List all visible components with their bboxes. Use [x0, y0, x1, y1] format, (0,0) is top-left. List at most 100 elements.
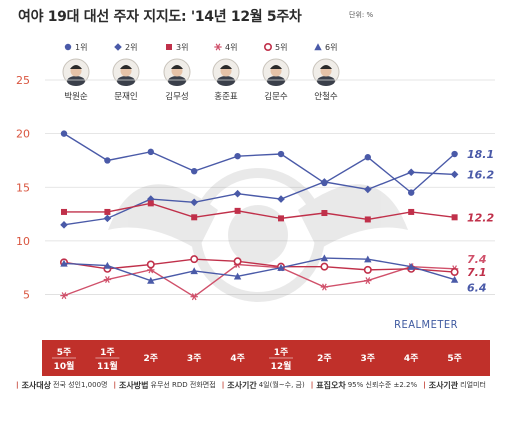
data-point	[408, 189, 415, 196]
candidate-avatar-body	[317, 76, 335, 86]
data-point	[450, 275, 459, 283]
data-point	[190, 267, 198, 275]
x-tick-label: 11월	[97, 360, 118, 372]
data-point	[60, 292, 68, 300]
x-tick-label: 5주	[447, 353, 462, 364]
series-line	[63, 257, 455, 282]
series-line	[63, 263, 455, 298]
x-tick-label: 4주	[230, 353, 245, 364]
data-point	[104, 157, 111, 164]
legend-marker	[314, 43, 322, 51]
data-point	[234, 207, 241, 214]
data-point	[364, 277, 372, 285]
data-point	[190, 293, 198, 301]
data-point	[233, 257, 242, 266]
data-point	[450, 170, 459, 179]
survey-footer: | 조사대상 전국 성인1,000명 | 조사방법 유무선 RDD 전화면접 | 조사기간…	[16, 374, 496, 396]
series-line	[63, 133, 456, 194]
data-point	[233, 189, 242, 198]
data-point	[233, 272, 242, 280]
x-tick-label: 3주	[187, 353, 202, 364]
candidate-name: 문재인	[114, 91, 137, 102]
data-point	[364, 154, 371, 161]
end-value-label: 7.4	[467, 253, 487, 266]
candidate-avatar-body	[267, 76, 285, 86]
legend-label: 1위	[75, 43, 87, 52]
data-point	[147, 200, 154, 207]
legend-label: 6위	[325, 43, 337, 52]
x-tick-label: 1주	[100, 347, 115, 358]
legend-label: 3위	[176, 43, 188, 52]
data-point	[364, 255, 372, 263]
asterisk-stroke	[215, 43, 221, 51]
realmeter-watermark: REALMETER	[394, 318, 458, 331]
y-tick-label: 10	[16, 235, 30, 248]
unit-label: 단위: %	[349, 11, 374, 19]
data-point	[277, 195, 285, 203]
chart-title: 여야 19대 대선 주자 지지도: '14년 12월 5주차	[18, 9, 302, 25]
emblem-wing	[108, 184, 218, 250]
emblem-core	[228, 205, 288, 265]
legend-marker	[114, 43, 122, 51]
x-tick-label: 12월	[271, 360, 292, 372]
data-point	[234, 152, 241, 160]
candidate-avatar-body	[168, 76, 186, 86]
data-point	[103, 261, 112, 269]
data-point	[407, 168, 415, 177]
data-point	[408, 208, 415, 215]
y-tick-label: 5	[23, 289, 30, 302]
data-point	[191, 167, 198, 175]
legend-marker	[214, 43, 222, 51]
legend-marker	[263, 42, 272, 51]
footer-error: | 표집오차 95% 신뢰수준 ±2.2%	[310, 380, 418, 390]
data-point	[190, 198, 198, 207]
data-point	[103, 276, 112, 284]
candidate-name: 박원순	[64, 91, 88, 102]
candidate-name: 안철수	[314, 91, 338, 102]
data-point	[407, 262, 415, 270]
candidate-name: 김무성	[165, 91, 188, 102]
x-tick-label: 1주	[274, 347, 289, 358]
data-point	[104, 208, 111, 215]
series-line	[63, 171, 455, 226]
x-tick-label: 10월	[54, 360, 75, 372]
end-value-label: 12.2	[467, 211, 494, 224]
footer-period: | 조사기간 4일(월~수, 금)	[221, 380, 305, 390]
asterisk-stroke	[105, 276, 110, 284]
data-point	[190, 255, 199, 264]
data-point	[278, 215, 284, 222]
data-point	[191, 214, 198, 221]
data-point	[146, 260, 155, 269]
candidate-avatar-hair	[270, 65, 282, 69]
data-point	[321, 210, 328, 217]
candidate-avatar-body	[217, 76, 235, 86]
x-tick-label: 5주	[57, 347, 72, 358]
data-point	[103, 214, 112, 223]
data-point	[277, 264, 285, 271]
data-point	[60, 221, 68, 229]
candidate-avatar-hair	[120, 65, 132, 69]
data-point	[147, 276, 155, 284]
data-point	[320, 283, 329, 291]
candidate-avatar-body	[67, 76, 85, 86]
legend-label: 5위	[275, 43, 287, 52]
x-tick-label: 2주	[317, 353, 332, 364]
asterisk-stroke	[365, 277, 371, 285]
data-point	[320, 262, 329, 271]
data-point	[451, 214, 458, 221]
data-point	[320, 254, 329, 262]
candidate-name: 홍준표	[214, 91, 238, 102]
data-point	[451, 150, 458, 158]
data-point	[60, 130, 68, 137]
data-point	[147, 148, 154, 156]
legend-label: 2위	[125, 43, 137, 52]
end-value-label: 18.1	[467, 148, 494, 161]
legend-label: 4위	[225, 43, 237, 52]
end-value-label: 6.4	[467, 282, 487, 295]
y-tick-label: 15	[16, 181, 30, 194]
data-point	[61, 208, 67, 215]
candidate-avatar-hair	[320, 65, 332, 69]
emblem-watermark	[108, 168, 408, 302]
